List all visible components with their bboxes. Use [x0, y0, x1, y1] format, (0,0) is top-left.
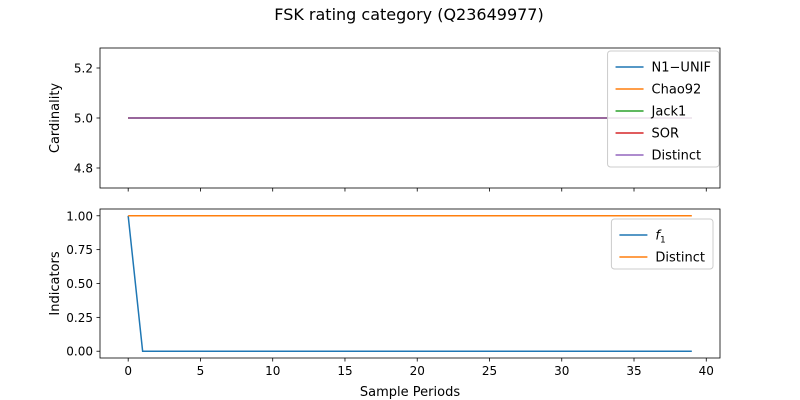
y-tick-label: 1.00 [66, 209, 93, 223]
y-tick-label: 5.2 [74, 62, 93, 76]
legend-label: SOR [652, 127, 680, 142]
figure-title: FSK rating category (Q23649977) [274, 5, 543, 24]
y-tick-label: 0.75 [66, 243, 93, 257]
y-tick-label: 0.25 [66, 311, 93, 325]
legend: N1−UNIF Chao92 Jack1 SOR Distinct [607, 50, 720, 168]
legend: f1 Distinct [610, 218, 714, 270]
y-tick-label: 4.8 [74, 162, 93, 176]
x-tick-label: 40 [699, 364, 714, 378]
legend-label: Distinct [655, 251, 705, 266]
legend-label: N1−UNIF [652, 61, 711, 76]
series-line-1 [127, 215, 692, 352]
y-axis-label: Indicators [48, 251, 63, 315]
x-axis-label: Sample Periods [360, 385, 460, 400]
y-tick-label: 5.0 [74, 112, 93, 126]
legend-box [607, 50, 720, 168]
x-tick-label: 5 [197, 364, 205, 378]
legend-label: f1 [655, 229, 665, 246]
x-tick-label: 0 [124, 364, 132, 378]
y-tick-label: 0.00 [66, 345, 93, 359]
chart-panel-2: 0 5 10 15 20 25 30 35 40 0.00 0.25 0.50 0.75 1.00 Indi… [48, 208, 721, 400]
legend-label: Distinct [652, 149, 702, 164]
x-tick-label: 35 [626, 364, 641, 378]
x-tick-label: 25 [482, 364, 497, 378]
y-axis-label: Cardinality [48, 83, 63, 154]
x-tick-label: 20 [410, 364, 425, 378]
legend-label: Jack1 [651, 105, 687, 120]
x-tick-label: 30 [554, 364, 569, 378]
y-tick-label: 0.50 [66, 277, 93, 291]
legend-label: Chao92 [652, 83, 702, 98]
x-tick-label: 15 [337, 364, 352, 378]
chart-panel-1: 4.8 5.0 5.2 Cardinality N1−UNIF Chao92 Jack1 SO… [48, 47, 721, 192]
x-tick-label: 10 [265, 364, 280, 378]
